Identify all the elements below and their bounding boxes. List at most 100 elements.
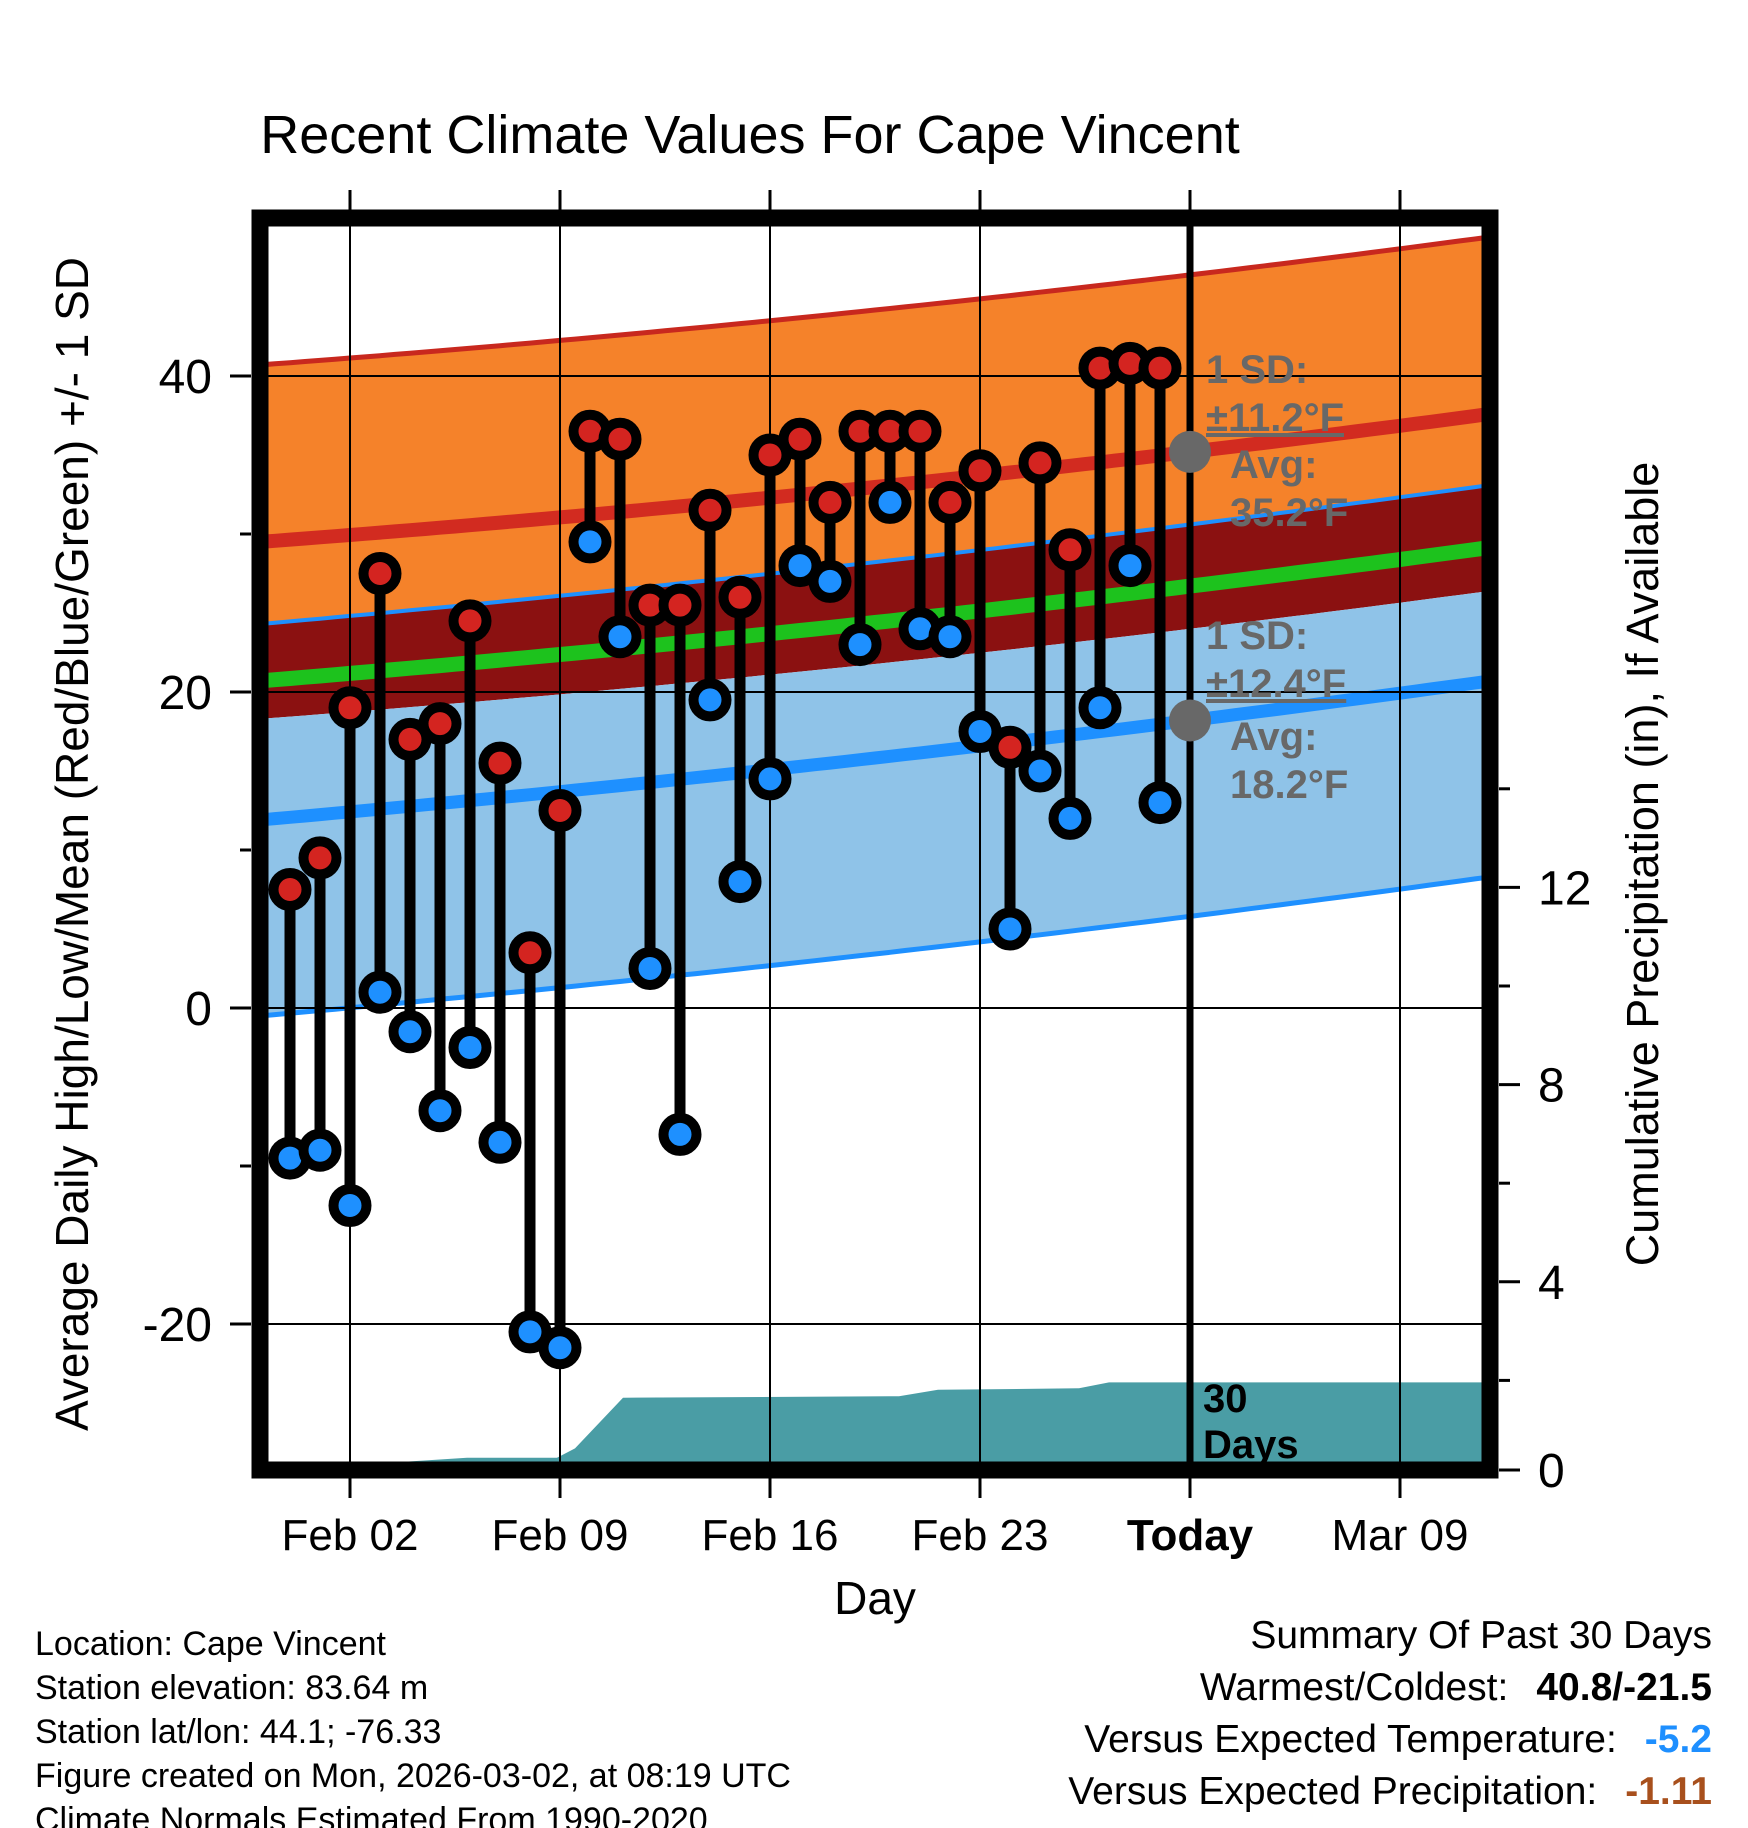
- lollipop: [1018, 441, 1062, 793]
- high-dot: [658, 583, 702, 627]
- climate-normals: Climate Normals Estimated From 1990-2020: [35, 1801, 708, 1828]
- low-dot: [358, 970, 402, 1014]
- lollipop: [838, 409, 882, 667]
- axis-ticks: [230, 190, 1520, 1498]
- high-dot: [358, 552, 402, 595]
- x-tick-label: Feb 16: [702, 1511, 839, 1560]
- period-label-line2: Days: [1203, 1423, 1299, 1467]
- left-tick-label: -20: [143, 1299, 212, 1352]
- lollipop: [628, 583, 672, 990]
- lollipop: [598, 417, 642, 659]
- lollipop: [718, 575, 762, 904]
- figure-created: Figure created on Mon, 2026-03-02, at 08…: [35, 1757, 791, 1795]
- low-dot: [1108, 544, 1152, 588]
- high-sd-label: 1 SD:: [1206, 348, 1308, 392]
- high-dot: [898, 409, 942, 453]
- lollipop: [658, 583, 702, 1156]
- high-dot: [508, 931, 552, 975]
- right-tick-label: 8: [1538, 1060, 1565, 1113]
- low-dot: [538, 1326, 582, 1370]
- low-dot: [1018, 749, 1062, 793]
- left-tick-label: 0: [185, 983, 212, 1036]
- left-axis-title: Average Daily High/Low/Mean (Red/Blue/Gr…: [46, 257, 98, 1431]
- summary-vs-precip: Versus Expected Precipitation: -1.11: [1068, 1766, 1712, 1818]
- lollipop: [868, 409, 912, 524]
- station-info: Location: Cape Vincent Station elevation…: [35, 1622, 791, 1828]
- lollipop: [808, 480, 852, 603]
- high-dot: [328, 686, 372, 730]
- warmest-coldest-label: Warmest/Coldest:: [1199, 1666, 1509, 1709]
- high-avg-value: 35.2°F: [1230, 491, 1348, 535]
- low-dot: [388, 1010, 432, 1054]
- high-dot: [418, 702, 462, 746]
- right-tick-label: 4: [1538, 1257, 1565, 1310]
- warmest-coldest-value: 40.8/-21.5: [1536, 1666, 1712, 1709]
- low-dot: [1138, 781, 1182, 825]
- vs-precip-label: Versus Expected Precipitation:: [1068, 1770, 1598, 1813]
- high-dot: [1018, 441, 1062, 485]
- low-dot: [988, 907, 1032, 951]
- x-tick-label: Feb 23: [912, 1511, 1049, 1560]
- lollipop: [538, 789, 582, 1370]
- low-dot: [838, 623, 882, 667]
- low-dot: [568, 520, 612, 564]
- low-dot: [928, 615, 972, 659]
- x-tick-label: Today: [1127, 1511, 1254, 1560]
- plot-frame: [251, 209, 1499, 1479]
- lollipop: [508, 931, 552, 1354]
- left-tick-label: 20: [159, 667, 212, 720]
- low-dot: [478, 1120, 522, 1164]
- low-dot: [628, 947, 672, 990]
- high-avg-label: Avg:: [1230, 443, 1317, 487]
- high-dot: [1048, 528, 1092, 572]
- station-elevation: Station elevation: 83.64 m: [35, 1669, 429, 1707]
- high-dot: [778, 417, 822, 461]
- left-tick-label: 40: [159, 351, 212, 404]
- precip-area: [268, 1382, 1482, 1462]
- low-dot: [328, 1184, 372, 1227]
- avg-high-marker: [1169, 430, 1211, 473]
- lollipop: [1108, 341, 1152, 588]
- lollipop: [958, 449, 1002, 753]
- low-dot: [448, 1026, 492, 1069]
- low-dot: [868, 480, 912, 524]
- high-dot: [928, 480, 972, 524]
- low-dot: [1048, 796, 1092, 840]
- lollipop: [358, 552, 402, 1014]
- vs-temp-label: Versus Expected Temperature:: [1084, 1718, 1617, 1761]
- x-tick-label: Mar 09: [1332, 1511, 1469, 1560]
- high-dot: [808, 480, 852, 524]
- high-dot: [1138, 346, 1182, 390]
- low-dot: [598, 615, 642, 659]
- summary-warmest-coldest: Warmest/Coldest: 40.8/-21.5: [1068, 1662, 1712, 1714]
- low-dot: [808, 559, 852, 603]
- lollipop: [298, 836, 342, 1172]
- lollipop: [1078, 346, 1122, 730]
- station-location: Location: Cape Vincent: [35, 1625, 386, 1663]
- summary-vs-temp: Versus Expected Temperature: -5.2: [1068, 1714, 1712, 1766]
- x-axis-title: Day: [834, 1572, 916, 1624]
- low-dot: [418, 1089, 462, 1133]
- high-dot: [688, 488, 732, 532]
- daily-high-low-series: [268, 341, 1182, 1370]
- lollipop: [388, 717, 432, 1054]
- summary-title: Summary Of Past 30 Days: [1250, 1614, 1712, 1657]
- right-tick-label: 12: [1538, 862, 1591, 915]
- high-dot: [478, 741, 522, 785]
- lollipop: [928, 480, 972, 659]
- high-dot: [718, 575, 762, 619]
- lollipop: [1048, 528, 1092, 840]
- station-latlon: Station lat/lon: 44.1; -76.33: [35, 1713, 442, 1751]
- vs-temp-value: -5.2: [1644, 1718, 1712, 1761]
- lollipop: [448, 599, 492, 1069]
- right-axis-title: Cumulative Precipitation (in), If Availa…: [1617, 462, 1668, 1267]
- high-dot: [268, 868, 312, 911]
- lollipop: [748, 433, 792, 801]
- low-sd-label: 1 SD:: [1206, 614, 1308, 658]
- high-dot: [298, 836, 342, 880]
- high-dot: [538, 789, 582, 832]
- high-dot: [598, 417, 642, 461]
- low-avg-value: 18.2°F: [1230, 763, 1348, 807]
- summary-panel: Summary Of Past 30 Days Warmest/Coldest:…: [1068, 1610, 1712, 1818]
